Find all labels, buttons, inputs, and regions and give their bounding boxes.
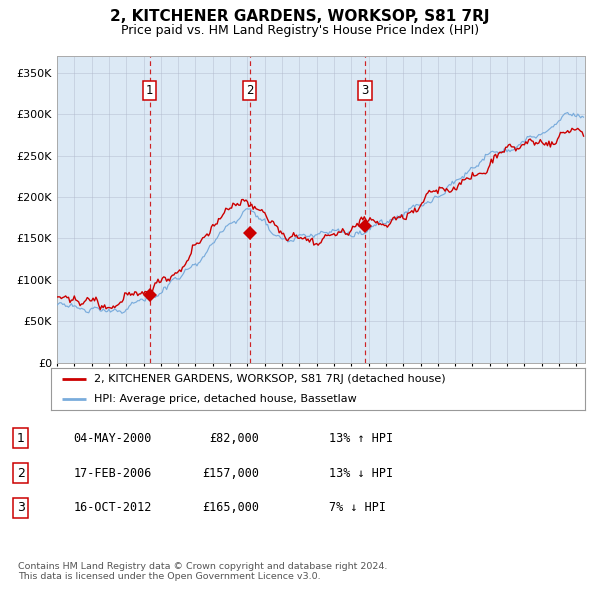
Text: 3: 3 [361,84,368,97]
Text: 2, KITCHENER GARDENS, WORKSOP, S81 7RJ: 2, KITCHENER GARDENS, WORKSOP, S81 7RJ [110,9,490,24]
Text: £82,000: £82,000 [209,432,259,445]
Text: 7% ↓ HPI: 7% ↓ HPI [329,502,386,514]
Text: HPI: Average price, detached house, Bassetlaw: HPI: Average price, detached house, Bass… [94,394,356,404]
Text: 17-FEB-2006: 17-FEB-2006 [74,467,152,480]
Text: 13% ↓ HPI: 13% ↓ HPI [329,467,394,480]
Text: 1: 1 [17,432,25,445]
Text: 13% ↑ HPI: 13% ↑ HPI [329,432,394,445]
Text: 04-MAY-2000: 04-MAY-2000 [74,432,152,445]
Text: Contains HM Land Registry data © Crown copyright and database right 2024.
This d: Contains HM Land Registry data © Crown c… [18,562,388,581]
Text: 2: 2 [246,84,253,97]
Text: Price paid vs. HM Land Registry's House Price Index (HPI): Price paid vs. HM Land Registry's House … [121,24,479,37]
Text: £165,000: £165,000 [202,502,259,514]
Text: £157,000: £157,000 [202,467,259,480]
Text: 2, KITCHENER GARDENS, WORKSOP, S81 7RJ (detached house): 2, KITCHENER GARDENS, WORKSOP, S81 7RJ (… [94,374,445,384]
Text: 3: 3 [17,502,25,514]
Text: 1: 1 [146,84,154,97]
Text: 16-OCT-2012: 16-OCT-2012 [74,502,152,514]
Text: 2: 2 [17,467,25,480]
